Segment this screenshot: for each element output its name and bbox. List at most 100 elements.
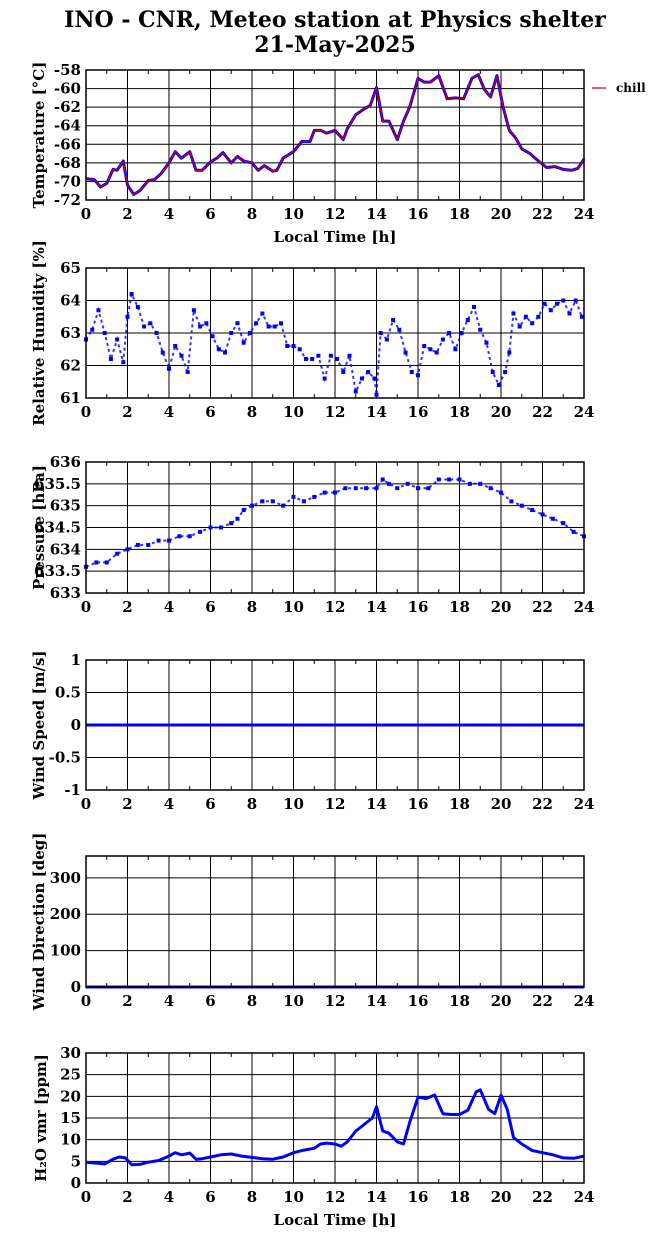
- x-tick-label: 6: [205, 205, 215, 223]
- data-point: [94, 560, 99, 565]
- panel-1: 0 2 4 6 8 10 12 14 16 18 20 22 24-72-70-68-66-64-62-…: [30, 61, 646, 246]
- x-tick-label: 22: [532, 205, 553, 223]
- x-tick-label: 22: [532, 598, 553, 616]
- plot-frame: [85, 461, 585, 594]
- y-tick-label: -0.5: [49, 749, 81, 767]
- data-point: [241, 508, 246, 513]
- y-tick-label: -58: [54, 61, 81, 79]
- data-point: [579, 314, 584, 319]
- data-point: [523, 314, 528, 319]
- data-point: [457, 477, 462, 482]
- x-tick-label: 8: [247, 205, 257, 223]
- x-tick-label: 20: [491, 205, 512, 223]
- data-point: [177, 534, 182, 539]
- y-tick-label: -70: [54, 172, 81, 190]
- x-tick-label: 18: [449, 1188, 470, 1206]
- data-point: [540, 512, 545, 517]
- data-point: [291, 344, 296, 348]
- x-tick-label: 14: [366, 795, 387, 813]
- y-tick-label: -1: [64, 781, 81, 799]
- data-point: [542, 301, 547, 306]
- data-point: [191, 308, 196, 313]
- data-point: [198, 324, 203, 329]
- data-point: [561, 521, 566, 526]
- x-tick-label: 4: [164, 205, 174, 223]
- data-point: [347, 353, 352, 358]
- x-tick-label: 8: [247, 403, 257, 421]
- x-tick-label: 0: [81, 598, 91, 616]
- x-tick-label: 10: [283, 403, 304, 421]
- x-tick-label: 12: [325, 992, 346, 1010]
- data-point: [517, 324, 522, 329]
- data-point: [333, 490, 337, 495]
- data-point: [386, 481, 391, 486]
- plot-frame: [85, 659, 585, 791]
- data-point: [447, 477, 452, 482]
- x-tick-label: 12: [325, 1188, 346, 1206]
- x-tick-label: 10: [283, 992, 304, 1010]
- y-tick-label: 100: [50, 942, 81, 960]
- panel-3: 0 2 4 6 8 10 12 14 16 18 20 22 24633633.5634634.5635…: [30, 453, 594, 616]
- data-point: [555, 301, 560, 306]
- y-tick-label: 0.5: [55, 684, 81, 702]
- y-tick-label: 0: [71, 716, 81, 734]
- x-tick-label: 2: [122, 403, 132, 421]
- y-tick-label: 635: [50, 497, 81, 515]
- x-tick-label: 0: [81, 795, 91, 813]
- series-line-1: [85, 1088, 585, 1167]
- data-point: [266, 324, 271, 329]
- plot-frame: [85, 855, 585, 988]
- x-tick-label: 20: [491, 1188, 512, 1206]
- y-tick-label: 15: [60, 1109, 81, 1127]
- x-tick-label: 8: [247, 598, 257, 616]
- x-tick-label: 0: [81, 205, 91, 223]
- x-tick-label: 18: [449, 795, 470, 813]
- series-trace: [85, 478, 585, 568]
- x-tick-label: 8: [247, 1188, 257, 1206]
- figure-title-line2: 21-May-2025: [254, 32, 416, 58]
- y-tick-label: 633.5: [34, 562, 81, 580]
- data-point: [179, 353, 184, 358]
- x-tick-label: 14: [366, 1188, 387, 1206]
- x-tick-label: 18: [449, 598, 470, 616]
- x-tick-label: 14: [366, 205, 387, 223]
- data-point: [364, 486, 369, 491]
- x-tick-label: 16: [408, 205, 429, 223]
- data-point: [384, 337, 389, 342]
- plot-frame: [85, 69, 585, 201]
- x-tick-label: 12: [325, 403, 346, 421]
- x-tick-label: 6: [205, 795, 215, 813]
- y-tick-label: 25: [60, 1066, 81, 1084]
- x-tick-label: 20: [491, 403, 512, 421]
- y-tick-label: 1: [71, 651, 81, 669]
- data-point: [247, 331, 252, 335]
- x-tick-label: 16: [408, 598, 429, 616]
- x-tick-label: 2: [122, 598, 132, 616]
- data-point: [567, 311, 572, 316]
- data-point: [148, 321, 153, 326]
- plot-frame: [85, 267, 585, 399]
- y-tick-label: 62: [60, 357, 81, 375]
- data-point: [108, 357, 113, 361]
- x-tick-label: 16: [408, 992, 429, 1010]
- x-tick-label: 4: [164, 403, 174, 421]
- x-tick-label: 2: [122, 992, 132, 1010]
- x-tick-label: 22: [532, 1188, 553, 1206]
- x-tick-label: 0: [81, 992, 91, 1010]
- data-point: [496, 383, 501, 387]
- x-tick-label: 24: [574, 992, 595, 1010]
- data-point: [447, 331, 452, 335]
- y-tick-label: -68: [54, 154, 81, 172]
- x-tick-label: 22: [532, 795, 553, 813]
- series-line-2: [85, 73, 585, 195]
- y-tick-label: -66: [54, 135, 81, 153]
- y-tick-label: 63: [60, 324, 81, 342]
- x-tick-label: 14: [366, 403, 387, 421]
- data-point: [536, 314, 541, 319]
- data-point: [285, 344, 290, 348]
- data-point: [507, 350, 512, 355]
- data-point: [135, 305, 140, 309]
- data-point: [167, 366, 171, 371]
- x-tick-label: 2: [122, 795, 132, 813]
- data-point: [129, 292, 134, 296]
